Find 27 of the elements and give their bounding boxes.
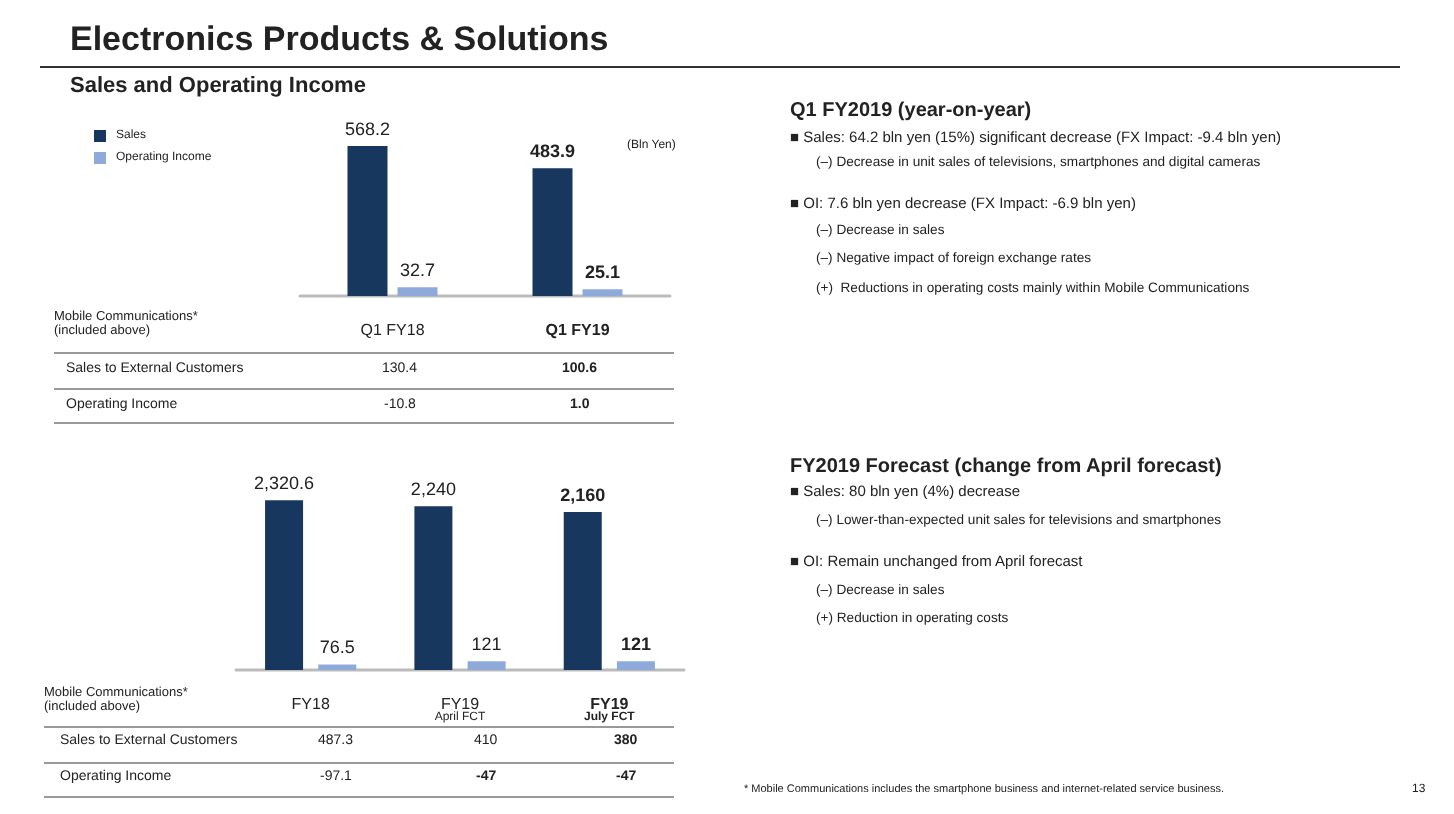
data-label: 568.2 (344, 119, 391, 139)
chart-title: Electronics Products & Solutions (70, 20, 609, 60)
bar (582, 289, 623, 296)
bar (563, 512, 602, 670)
chart-subtitle: Sales and Operating Income (70, 74, 366, 100)
data-label: 2,240 (410, 479, 456, 500)
x-tick-label: Q1 FY19 (545, 321, 611, 339)
bar (318, 664, 357, 670)
data-label: 2,320.6 (254, 473, 315, 494)
data-label: 483.9 (529, 141, 576, 162)
bar (397, 287, 438, 296)
data-label: 76.5 (319, 637, 355, 658)
data-label: 2,160 (560, 485, 606, 506)
bar (467, 661, 506, 670)
data-label: 121 (620, 634, 651, 655)
bar (414, 506, 453, 670)
bar (532, 168, 573, 296)
data-label: 32.7 (399, 260, 436, 281)
x-tick-label: FY18 (291, 695, 331, 713)
data-label: 25.1 (584, 262, 621, 283)
text: FY2019 Forecast (change from April forecast) (790, 456, 1222, 479)
x-tick-label: Q1 FY18 (360, 321, 426, 339)
bar (616, 661, 655, 670)
data-label: 121 (471, 634, 502, 655)
bar (347, 146, 388, 296)
bar (265, 500, 304, 670)
text: Q1 FY2019 (year-on-year) (790, 100, 1032, 123)
